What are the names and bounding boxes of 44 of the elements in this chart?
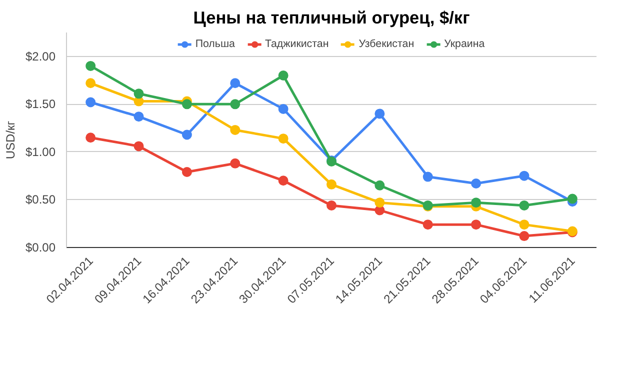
legend-label: Узбекистан: [358, 38, 414, 50]
point: [374, 108, 385, 119]
legend-label: Таджикистан: [264, 38, 329, 50]
point: [182, 167, 192, 177]
point: [134, 112, 144, 122]
point: [230, 158, 240, 168]
point: [278, 104, 288, 114]
point: [326, 200, 336, 210]
point: [86, 60, 96, 71]
point: [519, 170, 530, 181]
point: [86, 132, 96, 143]
point: [422, 172, 433, 182]
chart-title: Цены на тепличный огурец, $/кг: [193, 8, 470, 28]
point: [134, 88, 144, 99]
point: [471, 178, 482, 188]
point: [471, 220, 482, 230]
point: [182, 130, 192, 140]
legend-label: Украина: [444, 38, 485, 50]
point: [374, 198, 385, 208]
point: [230, 78, 240, 88]
point: [230, 99, 240, 110]
point: [230, 124, 240, 135]
point: [86, 78, 96, 88]
point: [134, 141, 144, 152]
y-tick-label: $1.50: [25, 97, 56, 112]
point: [471, 198, 482, 208]
y-tick-label: $0.00: [25, 240, 56, 254]
point: [374, 180, 385, 190]
y-tick-label: $1.00: [25, 144, 56, 159]
point: [567, 194, 578, 204]
point: [278, 176, 288, 186]
point: [278, 134, 288, 144]
y-tick-label: $0.50: [25, 192, 56, 207]
point: [326, 179, 336, 190]
point: [278, 70, 288, 80]
point: [86, 97, 96, 108]
point: [519, 220, 530, 230]
legend-label: Польша: [195, 38, 235, 50]
point: [422, 220, 433, 230]
point: [182, 99, 192, 110]
point: [519, 231, 530, 242]
point: [519, 200, 530, 210]
y-axis-title: USD/кг: [3, 120, 18, 160]
y-tick-label: $2.00: [25, 49, 56, 64]
